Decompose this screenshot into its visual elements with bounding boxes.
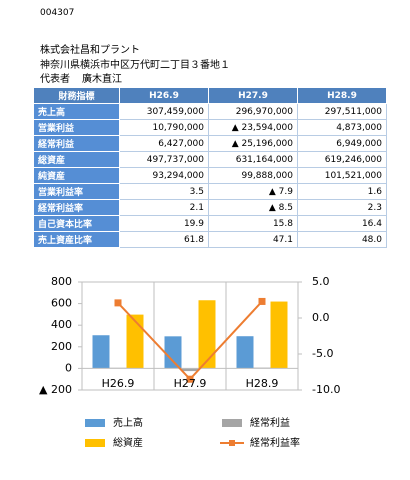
label-cell: 経常利益: [33, 135, 120, 152]
bar: [164, 336, 182, 369]
value-cell: 10,790,000: [119, 119, 209, 136]
value-cell: ▲ 23,594,000: [208, 119, 298, 136]
value-cell: 497,737,000: [119, 151, 209, 168]
value-cell: 6,949,000: [297, 135, 387, 152]
value-cell: 2.3: [297, 199, 387, 216]
y2-tick-label: -5.0: [312, 347, 333, 360]
line-marker: [258, 297, 266, 305]
x-tick-label: H26.9: [102, 377, 135, 390]
value-cell: ▲ 8.5: [208, 199, 298, 216]
label-cell: 純資産: [33, 167, 120, 184]
bar: [92, 335, 110, 369]
bar: [181, 368, 199, 372]
table-row: 純資産 93,294,000 99,888,000 101,521,000: [33, 167, 387, 184]
table-row: 営業利益率 3.5 ▲ 7.9 1.6: [33, 183, 387, 200]
value-cell: 47.1: [208, 231, 298, 248]
legend-label: 総資産: [113, 436, 143, 449]
company-code: 004307: [40, 8, 75, 18]
label-cell: 自己資本比率: [33, 215, 120, 232]
label-cell: 総資産: [33, 151, 120, 168]
y2-tick-label: 0.0: [312, 311, 330, 324]
value-cell: 99,888,000: [208, 167, 298, 184]
value-cell: 2.1: [119, 199, 209, 216]
bar: [126, 314, 144, 369]
table-row: 営業利益 10,790,000 ▲ 23,594,000 4,873,000: [33, 119, 387, 136]
y-tick-label: 400: [51, 318, 72, 331]
value-cell: 101,521,000: [297, 167, 387, 184]
line-marker: [114, 299, 122, 307]
label-cell: 営業利益: [33, 119, 120, 136]
table-header-row: 財務指標 H26.9 H27.9 H28.9: [33, 87, 387, 104]
chart: 800 600 400 200 0 ▲ 200 5.0 0.0 -5.0 -10.0 H26.9 H2…: [39, 275, 340, 449]
header-cell: 財務指標: [33, 87, 120, 104]
y-tick-label: 600: [51, 297, 72, 310]
label-cell: 営業利益率: [33, 183, 120, 200]
line-marker: [186, 375, 194, 383]
y-tick-label: 800: [51, 275, 72, 288]
legend-label: 経常利益: [250, 416, 290, 429]
x-tick-label: H28.9: [246, 377, 279, 390]
legend-label: 経常利益率: [250, 436, 300, 449]
label-cell: 売上資産比率: [33, 231, 120, 248]
legend-marker: [229, 440, 235, 446]
company-address: 神奈川県横浜市中区万代町二丁目３番地１: [40, 60, 230, 71]
value-cell: 1.6: [297, 183, 387, 200]
value-cell: 4,873,000: [297, 119, 387, 136]
table-row: 自己資本比率 19.9 15.8 16.4: [33, 215, 387, 232]
value-cell: 631,164,000: [208, 151, 298, 168]
financial-table: 財務指標 H26.9 H27.9 H28.9 売上高 307,459,000 296,970…: [33, 87, 387, 248]
value-cell: 619,246,000: [297, 151, 387, 168]
table-row: 売上資産比率 61.8 47.1 48.0: [33, 231, 387, 248]
value-cell: 6,427,000: [119, 135, 209, 152]
y2-tick-label: -10.0: [312, 383, 340, 396]
plot-area: [81, 281, 299, 391]
value-cell: 3.5: [119, 183, 209, 200]
table-row: 経常利益率 2.1 ▲ 8.5 2.3: [33, 199, 387, 216]
value-cell: 16.4: [297, 215, 387, 232]
value-cell: 15.8: [208, 215, 298, 232]
value-cell: 297,511,000: [297, 103, 387, 120]
legend-swatch: [85, 439, 105, 447]
table-row: 総資産 497,737,000 631,164,000 619,246,000: [33, 151, 387, 168]
representative: 廣木直江: [82, 74, 122, 85]
value-cell: 48.0: [297, 231, 387, 248]
header-cell: H26.9: [119, 87, 209, 104]
value-cell: 307,459,000: [119, 103, 209, 120]
y-tick-label: 200: [51, 340, 72, 353]
value-cell: 19.9: [119, 215, 209, 232]
table-row: 売上高 307,459,000 296,970,000 297,511,000: [33, 103, 387, 120]
label-cell: 売上高: [33, 103, 120, 120]
legend-swatch: [85, 419, 105, 427]
company-name: 株式会社昌和プラント: [40, 45, 140, 56]
representative-label: 代表者: [40, 74, 70, 85]
table-row: 経常利益 6,427,000 ▲ 25,196,000 6,949,000: [33, 135, 387, 152]
value-cell: ▲ 25,196,000: [208, 135, 298, 152]
header-cell: H28.9: [297, 87, 387, 104]
y-tick-label: 0: [65, 361, 72, 374]
legend-label: 売上高: [113, 416, 143, 429]
x-tick-label: H27.9: [174, 377, 207, 390]
bar: [198, 300, 216, 369]
bar: [270, 301, 288, 369]
y2-tick-label: 5.0: [312, 275, 330, 288]
value-cell: 93,294,000: [119, 167, 209, 184]
label-cell: 経常利益率: [33, 199, 120, 216]
value-cell: 296,970,000: [208, 103, 298, 120]
value-cell: 61.8: [119, 231, 209, 248]
value-cell: ▲ 7.9: [208, 183, 298, 200]
bar: [236, 336, 254, 369]
legend-swatch: [222, 419, 242, 427]
header-cell: H27.9: [208, 87, 298, 104]
y-tick-label: ▲ 200: [39, 383, 72, 396]
